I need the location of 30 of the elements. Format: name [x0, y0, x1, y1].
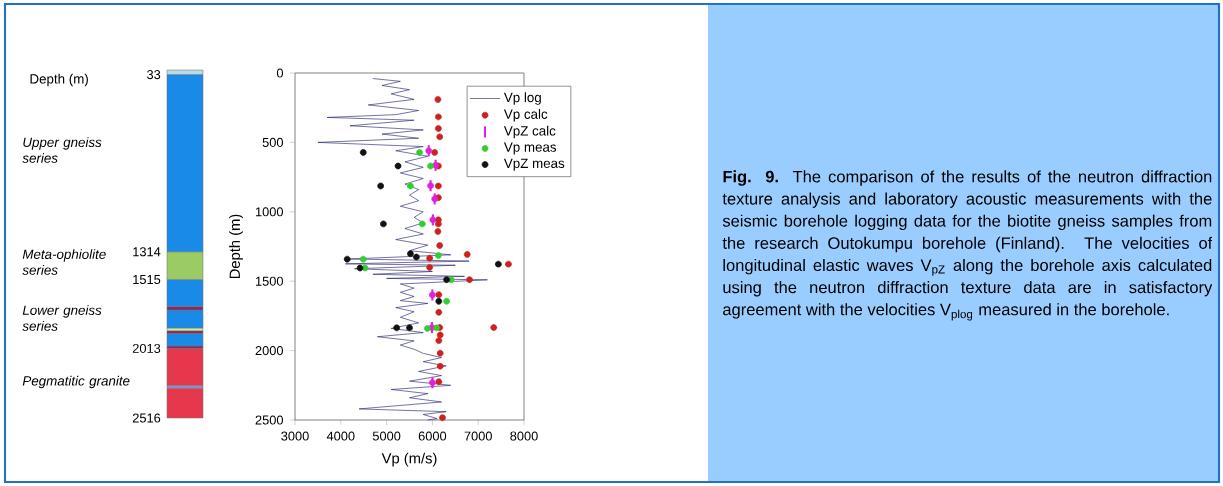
text: Lower gneiss series	[22, 305, 102, 331]
x-tick-label: 8000	[510, 431, 538, 441]
y-axis-title: Depth (m)	[30, 73, 88, 87]
legend-label: VpZ meas	[503, 158, 565, 171]
text: Upper gneiss series	[22, 137, 102, 163]
y-tick-label: 33	[147, 70, 161, 80]
y-tick-label: 1515	[133, 275, 161, 285]
y-tick-label: 2516	[132, 413, 161, 423]
y-tick-label: 2013	[132, 343, 161, 353]
x-axis-title: Vp (m/s)	[381, 452, 437, 467]
y-tick-label: 1000	[255, 207, 283, 217]
x-tick-label: 7000	[464, 431, 492, 441]
text: Fig. 9. The comparison of the results of the neutron diffraction texture analysis and laboratory acoustic measurements with the seismic borehole logging data for the biotite gneiss samples from the research Outokumpu borehole (Finland). The velocities of longitudinal elastic waves V$_{pZ}$ along the borehole axis calculated using the neutron diffraction texture data are in satisfactory agreement with the velocities V$_{plog}$ measured in the borehole.	[722, 170, 1213, 321]
x-tick-label: 6000	[418, 431, 447, 441]
y-tick-label: 1314	[133, 247, 161, 257]
text: Meta-ophiolite series	[22, 249, 106, 275]
text: Pegmatitic granite	[22, 375, 130, 389]
legend-label: Vp log	[503, 92, 541, 105]
legend-label: Vp meas	[503, 142, 557, 155]
y-tick-label: 500	[262, 137, 284, 147]
y-tick-label: 0	[276, 68, 284, 78]
x-tick-label: 4000	[326, 431, 355, 441]
x-tick-label: 3000	[281, 431, 309, 441]
y-tick-label: 2000	[255, 346, 283, 356]
y-axis-title: Depth (m)	[229, 214, 243, 279]
x-tick-label: 5000	[372, 431, 401, 441]
y-tick-label: 2500	[255, 415, 283, 425]
legend-label: VpZ calc	[503, 125, 556, 139]
y-tick-label: 1500	[255, 276, 283, 286]
legend-label: Vp calc	[503, 109, 548, 122]
